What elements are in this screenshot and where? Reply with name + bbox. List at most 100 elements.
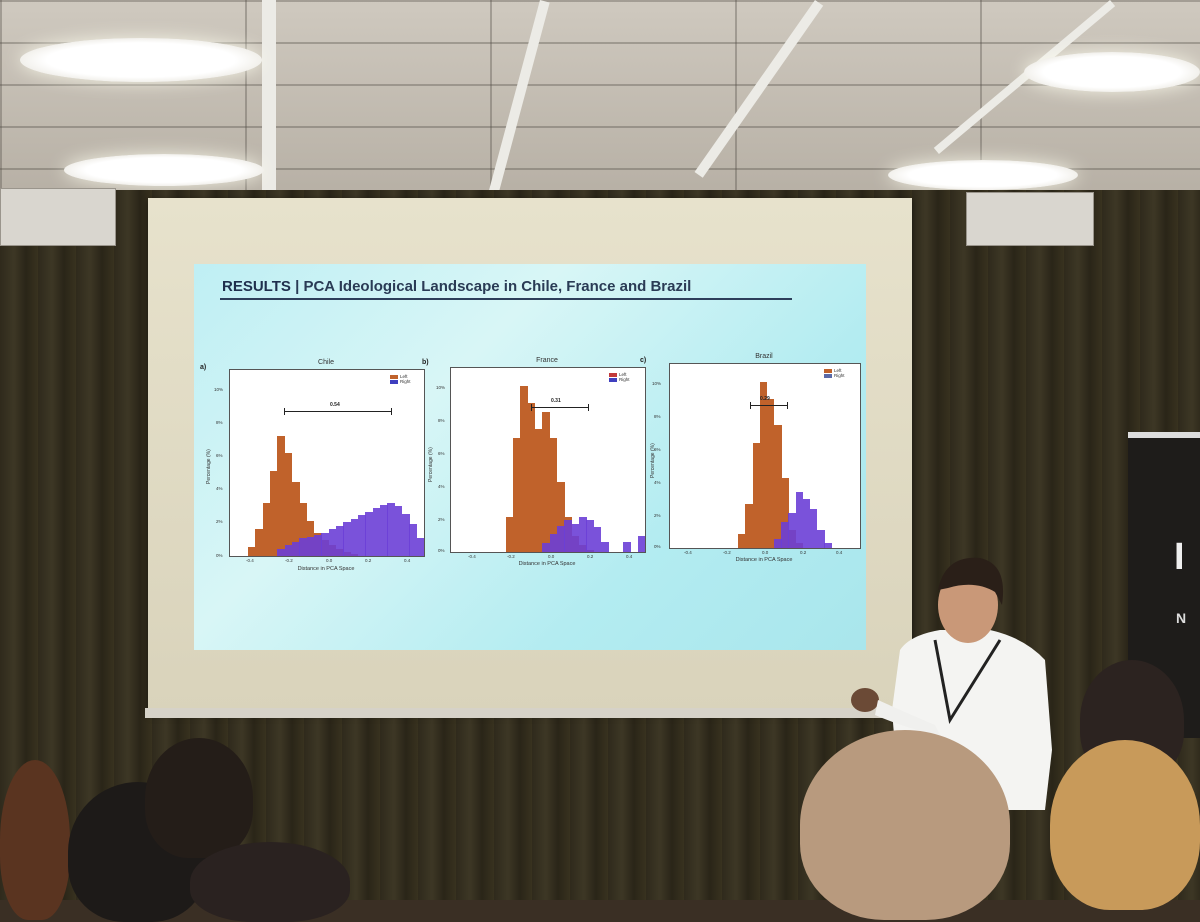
audience-head bbox=[145, 738, 253, 858]
chile-right-bar bbox=[292, 541, 300, 556]
france-left-bar bbox=[505, 516, 514, 552]
brazil-left-bar bbox=[745, 504, 753, 548]
x-tick: 0.0 bbox=[548, 554, 555, 559]
legend-label-right: Right bbox=[834, 373, 845, 378]
chile-left-bar bbox=[292, 481, 300, 556]
slide-title-prefix: RESULTS bbox=[222, 278, 291, 295]
brazil-right-bar bbox=[795, 491, 804, 548]
banner-letter-large: I bbox=[1174, 536, 1185, 578]
france-left-bar bbox=[527, 403, 536, 552]
panel-letter: c) bbox=[640, 357, 647, 364]
y-axis-label: Percentage (%) bbox=[428, 447, 434, 482]
brazil-right-bar bbox=[788, 512, 796, 548]
chart-legend: Left Right bbox=[824, 368, 845, 378]
legend-swatch-left bbox=[824, 368, 832, 373]
brazil-left-bar bbox=[781, 477, 789, 548]
y-tick: 6% bbox=[654, 447, 661, 452]
presenter-hair bbox=[938, 557, 1004, 605]
panel-title: Chile bbox=[318, 359, 334, 366]
chile-left-bar bbox=[262, 502, 271, 556]
brazil-right-bar bbox=[781, 521, 789, 548]
brazil-left-bar bbox=[752, 442, 761, 548]
distance-bracket bbox=[531, 404, 589, 411]
chile-right-bar bbox=[321, 532, 330, 556]
chile-right-bar bbox=[365, 511, 374, 556]
france-right-bar bbox=[623, 541, 631, 552]
legend-item-right: Right bbox=[609, 377, 630, 382]
brazil-right-bar bbox=[817, 530, 825, 548]
chile-right-bar bbox=[358, 515, 366, 556]
presenter-hand bbox=[851, 688, 879, 712]
distance-label: 0.31 bbox=[551, 398, 561, 404]
chile-left-bar bbox=[299, 502, 308, 556]
panel-letter: a) bbox=[200, 364, 207, 371]
x-tick: -0.4 bbox=[246, 558, 254, 563]
legend-item-right: Right bbox=[390, 379, 411, 384]
projection-screen-bar bbox=[145, 708, 915, 718]
x-tick: 0.2 bbox=[365, 558, 372, 563]
france-right-bar bbox=[542, 543, 551, 552]
ceiling-light bbox=[20, 38, 262, 82]
france-right-bar bbox=[601, 541, 609, 552]
panel-france: b) France Percentage (%) 10% 8% 6% 4% 2%… bbox=[416, 354, 646, 574]
legend-label-right: Right bbox=[619, 377, 630, 382]
legend-label-right: Right bbox=[400, 379, 411, 384]
x-tick: -0.4 bbox=[684, 550, 692, 555]
y-tick: 6% bbox=[438, 451, 445, 456]
chile-left-bar bbox=[248, 547, 256, 556]
x-tick: 0.0 bbox=[326, 558, 333, 563]
slide-title-rule bbox=[220, 298, 792, 300]
brazil-right-bar bbox=[809, 509, 818, 548]
legend-item-left: Left bbox=[390, 374, 411, 379]
y-tick: 6% bbox=[216, 453, 223, 458]
y-tick: 2% bbox=[438, 517, 445, 522]
x-tick: -0.4 bbox=[468, 554, 476, 559]
legend-label-left: Left bbox=[834, 368, 842, 373]
x-tick: -0.2 bbox=[285, 558, 293, 563]
legend-item-right: Right bbox=[824, 373, 845, 378]
france-right-bar bbox=[593, 527, 602, 552]
slide-title-text: PCA Ideological Landscape in Chile, Fran… bbox=[303, 278, 692, 295]
brazil-histogram: 0.29 Left Right bbox=[669, 363, 861, 549]
presentation-slide: RESULTS | PCA Ideological Landscape in C… bbox=[194, 264, 866, 650]
chile-histogram: 0.54 Left Right bbox=[229, 369, 425, 557]
chile-left-bar bbox=[277, 435, 286, 556]
y-tick: 4% bbox=[654, 480, 661, 485]
x-tick: 0.4 bbox=[626, 554, 633, 559]
legend-label-left: Left bbox=[619, 372, 627, 377]
legend-label-left: Left bbox=[400, 374, 408, 379]
chile-left-bar bbox=[284, 453, 293, 556]
chile-right-bar bbox=[328, 529, 337, 556]
brazil-right-bar bbox=[824, 542, 832, 548]
france-right-bar bbox=[571, 523, 580, 552]
chile-right-bar bbox=[336, 525, 344, 556]
audience-head bbox=[190, 842, 350, 922]
panel-brazil: c) Brazil Percentage (%) 10% 8% 6% 4% 2%… bbox=[634, 352, 866, 572]
banner-letter-small: N bbox=[1176, 610, 1187, 626]
ceiling-light bbox=[64, 154, 264, 186]
france-right-bar bbox=[564, 520, 573, 552]
france-right-bar bbox=[586, 520, 595, 552]
y-tick: 2% bbox=[216, 519, 223, 524]
x-tick: 0.4 bbox=[836, 550, 843, 555]
y-tick: 0% bbox=[654, 544, 661, 549]
chile-right-bar bbox=[372, 508, 381, 556]
brazil-left-bar bbox=[738, 533, 746, 548]
france-left-bar bbox=[557, 481, 565, 552]
france-histogram: 0.31 Left Right bbox=[450, 367, 646, 553]
audience-head bbox=[0, 760, 70, 920]
x-tick: 0.4 bbox=[404, 558, 411, 563]
x-tick: -0.2 bbox=[507, 554, 515, 559]
chile-left-bar bbox=[270, 470, 278, 556]
legend-swatch-left bbox=[390, 374, 398, 379]
distance-bracket bbox=[284, 408, 392, 415]
legend-item-left: Left bbox=[824, 368, 845, 373]
legend-item-left: Left bbox=[609, 372, 630, 377]
panel-chile: a) Chile Percentage (%) 10% 8% 6% 4% 2% … bbox=[194, 354, 429, 574]
chile-right-bar bbox=[387, 502, 396, 556]
y-tick: 0% bbox=[438, 548, 445, 553]
x-tick: 0.2 bbox=[800, 550, 807, 555]
chile-left-bar bbox=[255, 529, 264, 556]
audience-head bbox=[800, 730, 1010, 920]
slide-title: RESULTS | PCA Ideological Landscape in C… bbox=[222, 278, 691, 295]
